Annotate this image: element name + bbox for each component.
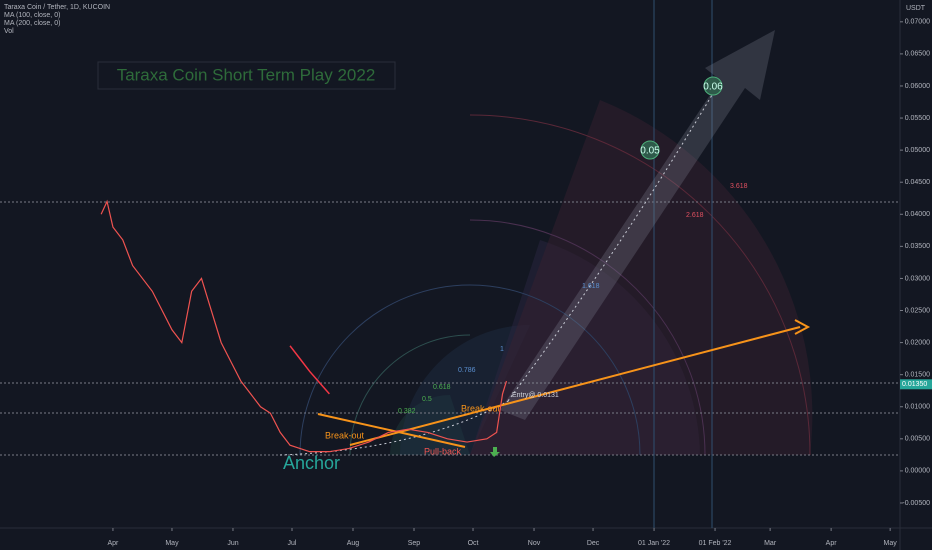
projection-curve [504, 94, 713, 406]
price-tag-label: 0.01350 [902, 381, 927, 388]
y-tick-label: 0.06000 [905, 83, 930, 90]
x-tick-label: Oct [468, 540, 479, 547]
y-tick-label: 0.01500 [905, 372, 930, 379]
symbol: Taraxa Coin / Tether, 1D, KUCOIN [4, 4, 110, 11]
fib-label: 0.786 [458, 367, 476, 374]
fib-label: 1 [500, 346, 504, 353]
annotation: Entry@ 0.0131 [512, 392, 559, 399]
y-tick-label: 0.00000 [905, 468, 930, 475]
title-box [97, 61, 396, 90]
annotation: 0.05 [640, 146, 660, 157]
trend-line [349, 326, 801, 446]
annotation: Break-out [325, 430, 365, 440]
target-marker [703, 76, 723, 96]
y-tick-label: 0.04000 [905, 211, 930, 218]
y-tick-label: 0.03500 [905, 243, 930, 250]
x-tick-label: Mar [764, 540, 777, 547]
target-marker [640, 140, 660, 160]
x-tick-label: 01 Feb '22 [699, 540, 732, 547]
annotation: Anchor [283, 453, 340, 473]
fib-label: 0.5 [422, 396, 432, 403]
fib-label: 3.618 [730, 183, 748, 190]
y-tick-label: 0.04500 [905, 179, 930, 186]
indicator: MA (200, close, 0) [4, 20, 60, 27]
indicator: MA (100, close, 0) [4, 12, 60, 19]
x-tick-label: Jun [227, 540, 238, 547]
y-tick-label: 0.05500 [905, 115, 930, 122]
price-tag [900, 379, 932, 390]
x-tick-label: 01 Jan '22 [638, 540, 670, 547]
y-tick-label: 0.02500 [905, 307, 930, 314]
trend-line [317, 413, 466, 448]
x-tick-label: Aug [347, 540, 360, 547]
fib-label: 0.618 [433, 384, 451, 391]
x-tick-label: Sep [408, 540, 421, 547]
y-tick-label: 0.05000 [905, 147, 930, 154]
annotation: Break-out [461, 403, 501, 413]
x-tick-label: Apr [826, 540, 838, 547]
y-tick-label: 0.00500 [905, 436, 930, 443]
series-line [100, 199, 508, 453]
fib-label: 2.618 [686, 212, 704, 219]
indicator: Vol [4, 28, 14, 35]
y-tick-label: 0.07000 [905, 19, 930, 26]
x-tick-label: Dec [587, 540, 600, 547]
x-tick-label: Nov [528, 540, 541, 547]
arrow-head [794, 319, 811, 335]
y-tick-label: -0.00500 [902, 500, 930, 507]
fib-label: 0.382 [398, 408, 416, 415]
x-tick-label: May [884, 540, 898, 547]
trend-arrow [500, 30, 775, 420]
y-tick-label: 0.03000 [905, 275, 930, 282]
annotation: 0.06 [703, 82, 723, 93]
annotation: Pull-back [424, 446, 462, 456]
y-tick-label: 0.02000 [905, 339, 930, 346]
fib-label: 1.618 [582, 283, 600, 290]
chart-title: Taraxa Coin Short Term Play 2022 [117, 65, 376, 84]
x-tick-label: Apr [107, 540, 119, 547]
x-tick-label: May [165, 540, 179, 547]
x-tick-label: Jul [288, 540, 297, 547]
up-arrow [490, 447, 500, 457]
y-tick-label: 0.01000 [905, 404, 930, 411]
y-tick-label: 0.06500 [905, 51, 930, 58]
currency: USDT [906, 5, 926, 12]
